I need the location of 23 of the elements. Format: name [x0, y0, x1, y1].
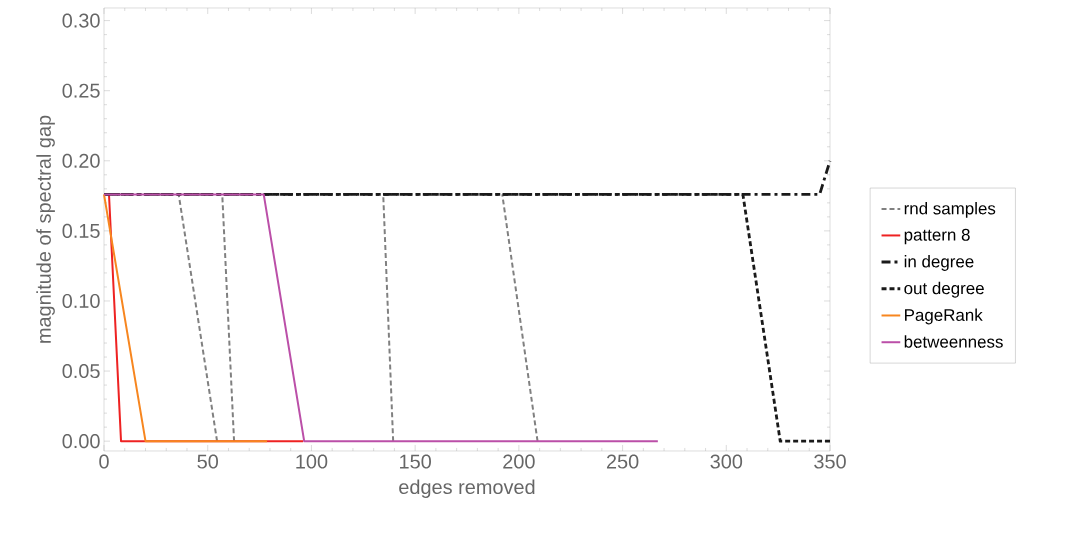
y-tick-label: 0.15: [62, 223, 100, 238]
x-tick-label: 350: [814, 454, 846, 469]
x-axis-title: edges removed: [399, 479, 535, 499]
legend-label: out degree: [904, 281, 984, 298]
legend-label: rnd samples: [904, 202, 996, 218]
y-tick-label: 0.30: [62, 13, 100, 28]
y-tick-label: 0.10: [62, 293, 100, 309]
y-axis-title: magnitude of spectral gap: [36, 115, 55, 343]
y-tick-label: 0.20: [62, 153, 100, 168]
legend-label: PageRank: [905, 308, 983, 325]
legend-label: betweenness: [904, 335, 1003, 348]
x-tick-label: 100: [296, 454, 328, 469]
x-tick-label: 50: [197, 454, 219, 469]
x-tick-label: 200: [503, 454, 535, 469]
y-tick-label: 0.00: [62, 434, 100, 449]
y-tick-label: 0.25: [62, 83, 100, 98]
y-tick-label: 0.05: [62, 364, 100, 379]
x-tick-label: 250: [606, 454, 639, 469]
legend-label: in degree: [904, 255, 974, 271]
legend-label: pattern 8: [904, 228, 970, 245]
x-tick-label: 300: [710, 454, 743, 469]
x-tick-label: 150: [400, 454, 431, 469]
x-tick-label: 0: [99, 454, 109, 469]
